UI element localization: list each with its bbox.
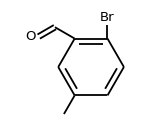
Text: O: O xyxy=(25,30,36,43)
Text: Br: Br xyxy=(100,12,115,25)
